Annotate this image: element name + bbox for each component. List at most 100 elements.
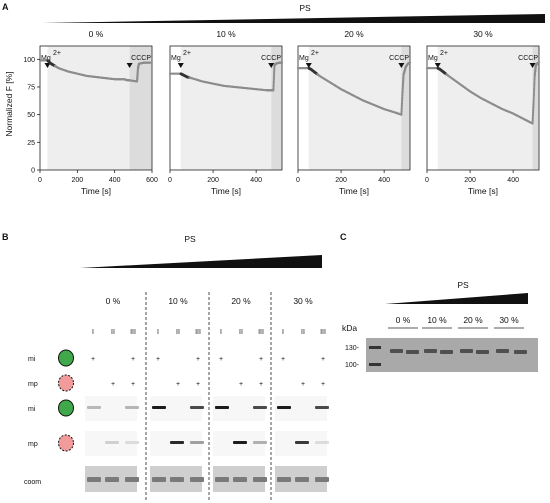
data-point — [532, 106, 535, 109]
mi-band — [215, 406, 229, 409]
data-point — [400, 105, 403, 108]
x-tick-label: 0 — [425, 177, 429, 184]
lane-label: I — [220, 329, 222, 336]
data-point — [533, 78, 536, 81]
trace-title: 10 % — [216, 29, 236, 39]
data-point — [532, 94, 535, 98]
coomassie-band — [215, 477, 229, 482]
data-point — [533, 83, 536, 87]
mp-band — [105, 441, 119, 444]
incubation-shade — [47, 46, 130, 170]
mp-band — [170, 441, 184, 444]
data-point — [400, 108, 403, 111]
mp-band — [190, 441, 204, 444]
sample-mark: + — [281, 356, 285, 363]
y-tick-label: 0 — [31, 168, 35, 175]
mg-superscript: 2+ — [183, 50, 191, 57]
mi-band — [315, 406, 329, 409]
mg-label: Mg — [171, 55, 181, 62]
mg-label: Mg — [41, 55, 51, 62]
gel-band — [496, 349, 509, 353]
plot-frame — [426, 45, 540, 171]
plot-frame — [169, 45, 283, 171]
mg-label: Mg — [299, 55, 309, 62]
data-point — [273, 68, 276, 71]
lane-label: III — [258, 329, 264, 336]
x-tick-label: 400 — [250, 177, 262, 184]
data-point — [532, 100, 535, 103]
lane-label: III — [130, 329, 136, 336]
incubation-shade — [437, 46, 533, 170]
plot-frame — [39, 45, 153, 171]
x-tick-label: 400 — [507, 177, 519, 184]
lane-label: III — [320, 329, 326, 336]
sample-mark: + — [111, 381, 115, 388]
concentration-label: 10 % — [168, 296, 188, 306]
data-point — [272, 75, 276, 78]
data-point — [531, 116, 534, 119]
ladder-band — [369, 363, 381, 366]
blot-label-coom: coom — [24, 479, 41, 486]
x-tick-label: 200 — [207, 177, 219, 184]
mi-band — [277, 406, 291, 409]
data-point — [272, 80, 275, 83]
kda-label: kDa — [342, 323, 357, 333]
data-point — [272, 89, 275, 92]
cccp-shade — [271, 46, 282, 170]
data-point — [532, 98, 535, 101]
x-tick-label: 0 — [38, 177, 42, 184]
gel-band — [440, 350, 453, 354]
data-point — [533, 76, 536, 79]
data-point — [400, 111, 403, 115]
gel-band — [460, 349, 473, 353]
data-point — [401, 94, 404, 97]
sample-mark: + — [259, 381, 263, 388]
data-point — [531, 112, 535, 116]
data-point — [272, 87, 275, 90]
data-point — [537, 61, 541, 64]
cccp-shade — [401, 46, 410, 170]
data-point — [532, 103, 535, 106]
data-point — [533, 82, 536, 85]
lane-label: II — [176, 329, 180, 336]
sample-mark: + — [131, 381, 135, 388]
mitoplast-icon — [58, 434, 74, 452]
mg-arrow — [434, 63, 441, 68]
mg-arrow — [44, 63, 51, 68]
mp-band — [315, 441, 329, 444]
sample-mark: + — [301, 381, 305, 388]
concentration-label: 10 % — [427, 315, 447, 325]
gel-band — [390, 349, 403, 353]
panel-a-letter: A — [2, 2, 9, 12]
cccp-arrow — [268, 63, 275, 68]
trace-chart-0: 0 % Mg2+ CCCP 0 200 400 600 Time [s] 100 75 50 25 0 — [23, 29, 158, 196]
concentration-label: 20 % — [463, 315, 483, 325]
lane-label: I — [282, 329, 284, 336]
data-point — [532, 91, 536, 94]
cccp-label: CCCP — [131, 55, 151, 62]
x-tick-label: 200 — [335, 177, 347, 184]
incubation-shade — [308, 46, 402, 170]
data-point — [272, 83, 275, 87]
sample-mark: + — [239, 381, 243, 388]
mp-band — [253, 441, 267, 444]
mitochondria-icon — [58, 399, 74, 417]
lane-label: II — [239, 329, 243, 336]
data-point — [400, 110, 403, 113]
concentration-label: 20 % — [231, 296, 251, 306]
gel-band — [424, 349, 437, 353]
coomassie-band — [152, 477, 166, 482]
trace-title: 0 % — [89, 29, 104, 39]
trace-chart-1: 10 % Mg2+ CCCP 0 200 400 Time [s] — [168, 29, 284, 196]
data-point — [272, 78, 275, 81]
mi-band — [190, 406, 204, 409]
mitochondria-icon — [58, 349, 74, 367]
panel-a-ylabel: Normalized F [%] — [4, 71, 14, 136]
panel-c-blot: 0 % 10 % 20 % 30 % kDa 130- 100- — [342, 315, 538, 372]
lane-label: II — [301, 329, 305, 336]
concentration-label: 0 % — [396, 315, 411, 325]
mi-band — [152, 406, 166, 409]
coomassie-band — [315, 477, 329, 482]
